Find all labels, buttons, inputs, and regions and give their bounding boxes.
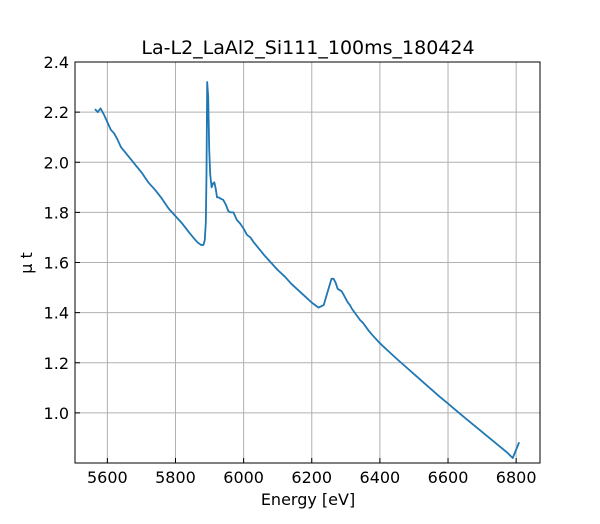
series-line (94, 81, 520, 459)
y-tick-label: 2.0 (44, 153, 69, 172)
x-tick-label: 6400 (360, 468, 401, 487)
x-tick-label: 6600 (428, 468, 469, 487)
y-tick-label: 1.8 (44, 203, 69, 222)
tick-layer: 5600 5800 6000 6200 6400 6600 6800 1.0 1.2 1.4 1.6… (44, 53, 537, 487)
y-tick-label: 1.2 (44, 354, 69, 373)
chart-title: La-L2_LaAl2_Si111_100ms_180424 (141, 37, 474, 59)
x-tick-label: 6200 (291, 468, 332, 487)
x-tick-label: 6800 (496, 468, 537, 487)
x-tick-label: 6000 (223, 468, 264, 487)
x-tick-label: 5600 (87, 468, 128, 487)
x-tick-label: 5800 (155, 468, 196, 487)
plot-layer (94, 81, 520, 459)
y-tick-label: 2.2 (44, 103, 69, 122)
y-tick-label: 1.6 (44, 254, 69, 273)
y-tick-label: 1.4 (44, 304, 69, 323)
grid-layer (75, 61, 540, 463)
y-axis-label: μ t (17, 252, 36, 274)
x-axis-label: Energy [eV] (261, 490, 355, 509)
y-tick-label: 2.4 (44, 53, 69, 72)
y-tick-label: 1.0 (44, 404, 69, 423)
